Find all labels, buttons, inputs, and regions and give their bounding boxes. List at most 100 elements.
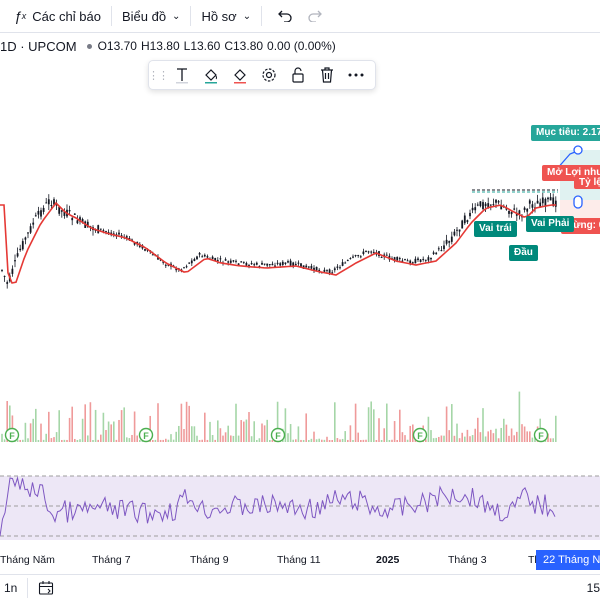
volume-bar — [456, 423, 458, 442]
target-label[interactable]: Mục tiêu: 2.17 — [531, 125, 600, 141]
volume-bar — [237, 435, 240, 442]
symbol-name[interactable]: 1D · UPCOM — [0, 38, 77, 54]
candle-body — [430, 257, 432, 260]
volume-bar — [243, 421, 245, 442]
volume-bar — [123, 407, 125, 442]
line-color-button[interactable] — [225, 61, 254, 89]
volume-bar — [271, 439, 274, 442]
f-badge-icon — [412, 427, 428, 443]
candle-body — [362, 251, 365, 254]
settings-button[interactable] — [254, 61, 283, 89]
undo-icon — [278, 10, 292, 22]
candle-body — [333, 268, 336, 271]
candle-body — [258, 265, 261, 267]
undo-button[interactable] — [270, 0, 300, 32]
volume-bar — [263, 425, 266, 442]
candle-body — [42, 207, 45, 212]
candle-body — [419, 259, 422, 262]
volume-bar — [471, 435, 474, 442]
candle-body — [164, 264, 167, 266]
more-button[interactable] — [341, 61, 370, 89]
candle-body — [183, 267, 185, 269]
candle-body — [144, 249, 146, 251]
candle-body — [552, 197, 555, 206]
volume-bar — [503, 418, 505, 442]
profile-button[interactable]: Hồ sơ ⌄ — [193, 0, 259, 32]
candle-body — [268, 264, 271, 266]
candle-body — [489, 204, 492, 206]
candle-body — [263, 263, 266, 265]
candle-body — [297, 262, 300, 264]
candle-body — [107, 232, 110, 234]
volume-bar — [167, 439, 170, 442]
candle-body — [497, 201, 500, 203]
volume-bar — [159, 439, 162, 442]
head-label[interactable]: Đầu — [509, 245, 538, 261]
candle-body — [284, 262, 287, 264]
candle-body — [292, 262, 295, 267]
volume-bar — [209, 421, 211, 442]
drag-handle-icon[interactable]: ⋮⋮ — [148, 69, 169, 82]
candle-body — [294, 263, 297, 266]
volume-bar — [370, 401, 372, 442]
candle-body — [500, 205, 503, 210]
candle-body — [71, 218, 74, 221]
candle-body — [469, 212, 471, 217]
volume-bar — [92, 439, 94, 442]
lock-button[interactable] — [283, 61, 312, 89]
right-shoulder-label[interactable]: Vai Phải — [526, 216, 575, 232]
lock-icon — [291, 67, 304, 83]
candle-body — [198, 253, 201, 255]
candle-body — [1, 269, 3, 271]
candle-body — [190, 260, 193, 264]
volume-bar — [276, 401, 279, 442]
moving-average-line — [0, 201, 556, 284]
candle-body — [367, 251, 370, 253]
volume-bar — [349, 425, 352, 442]
volume-bar — [136, 435, 138, 442]
candle-body — [401, 260, 404, 262]
candle-body — [279, 263, 282, 266]
volume-bar — [289, 424, 292, 442]
candle-body — [63, 211, 66, 216]
chart-type-button[interactable]: Biểu đồ ⌄ — [114, 0, 188, 32]
volume-bar — [445, 406, 448, 442]
candle-body — [380, 257, 383, 259]
divider — [190, 6, 192, 26]
delete-button[interactable] — [312, 61, 341, 89]
f-badge-icon — [533, 427, 549, 443]
indicators-label: Các chỉ báo — [32, 8, 101, 24]
calendar-icon[interactable] — [38, 580, 54, 596]
line-color-icon — [233, 69, 246, 84]
volume-bar — [479, 432, 482, 442]
candle-body — [427, 257, 430, 261]
volume-bar — [250, 436, 253, 442]
interval-button[interactable]: 1n — [4, 581, 18, 595]
candle-body — [479, 201, 482, 207]
volume-bar — [305, 413, 307, 442]
candle-body — [396, 256, 399, 261]
volume-bar — [222, 435, 224, 442]
f-badge-icon — [4, 427, 20, 443]
volume-bar — [497, 438, 500, 442]
f-badge-letter: F — [9, 431, 15, 441]
f-badge-letter: F — [143, 431, 149, 441]
candle-body — [245, 262, 248, 266]
status-dot — [86, 43, 92, 49]
candle-body — [510, 211, 513, 215]
candle-body — [432, 252, 435, 254]
candle-body — [482, 202, 484, 210]
fill-color-button[interactable] — [196, 61, 225, 89]
volume-bar — [487, 431, 489, 442]
volume-bar — [427, 416, 430, 442]
left-shoulder-label[interactable]: Vai trái — [474, 221, 517, 237]
text-tool-button[interactable] — [167, 61, 196, 89]
legend-high: H13.80 — [140, 39, 180, 53]
candle-body — [300, 263, 302, 267]
volume-bar — [63, 439, 66, 442]
redo-button[interactable] — [300, 0, 330, 32]
candle-body — [73, 213, 76, 215]
candle-body — [453, 231, 456, 236]
